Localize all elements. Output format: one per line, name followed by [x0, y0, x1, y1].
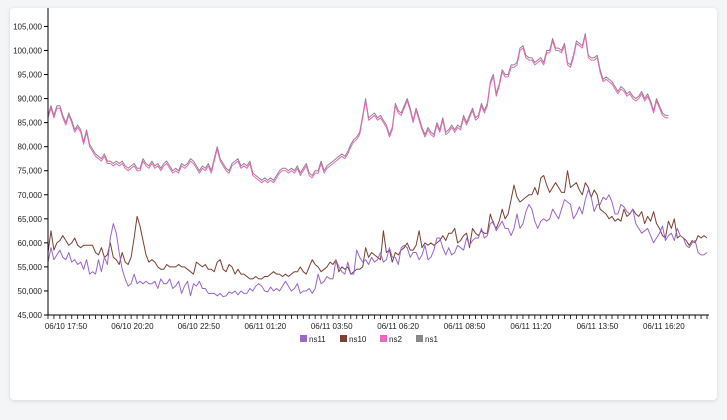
legend-swatch-ns2: [380, 335, 387, 342]
y-tick-label: 105,000: [13, 22, 42, 31]
y-tick-label: 95,000: [18, 71, 43, 80]
series-line-ns1: [47, 33, 669, 181]
legend-swatch-ns10: [340, 335, 347, 342]
y-tick-label: 80,000: [18, 143, 43, 152]
x-tick-label: 06/11 16:20: [643, 322, 685, 331]
x-tick-label: 06/10 20:20: [111, 322, 154, 331]
y-tick-label: 85,000: [18, 119, 43, 128]
x-tick-label: 06/11 13:50: [577, 322, 619, 331]
y-tick-label: 55,000: [18, 263, 43, 272]
y-tick-label: 60,000: [18, 239, 43, 248]
axes: [47, 8, 709, 316]
x-axis-ticks: 06/10 17:50 06/10 20:20 06/10 22:50 06/11 0…: [45, 315, 708, 331]
x-tick-label: 06/11 06:20: [377, 322, 419, 331]
y-tick-label: 90,000: [18, 95, 43, 104]
y-tick-label: 50,000: [18, 287, 43, 296]
legend-label-ns11: ns11: [309, 335, 326, 344]
chart-card: 45,000 50,000 55,000 60,000 65,000 70,000 75,0…: [10, 8, 717, 400]
y-axis-ticks: 45,000 50,000 55,000 60,000 65,000 70,000 75,0…: [13, 22, 48, 320]
x-tick-label: 06/11 11:20: [510, 322, 552, 331]
x-tick-label: 06/11 08:50: [444, 322, 486, 331]
x-tick-label: 06/10 17:50: [45, 322, 88, 331]
series-line-ns11: [47, 189, 708, 298]
line-chart: 45,000 50,000 55,000 60,000 65,000 70,000 75,0…: [13, 8, 709, 344]
y-tick-label: 65,000: [18, 215, 43, 224]
x-tick-label: 06/10 22:50: [178, 322, 221, 331]
series-line-ns10: [47, 170, 708, 280]
legend-label-ns2: ns2: [389, 335, 402, 344]
series-line-ns2: [47, 35, 669, 184]
legend-label-ns10: ns10: [349, 335, 367, 344]
x-tick-label: 06/11 01:20: [244, 322, 286, 331]
y-tick-label: 100,000: [13, 46, 42, 55]
y-tick-label: 70,000: [18, 191, 43, 200]
legend-swatch-ns11: [300, 335, 307, 342]
legend-swatch-ns1: [416, 335, 423, 342]
series-lines: [47, 33, 708, 298]
y-tick-label: 45,000: [18, 311, 43, 320]
y-tick-label: 75,000: [18, 167, 43, 176]
legend-label-ns1: ns1: [425, 335, 438, 344]
x-tick-label: 06/11 03:50: [311, 322, 353, 331]
legend: ns11 ns10 ns2 ns1: [300, 335, 438, 344]
